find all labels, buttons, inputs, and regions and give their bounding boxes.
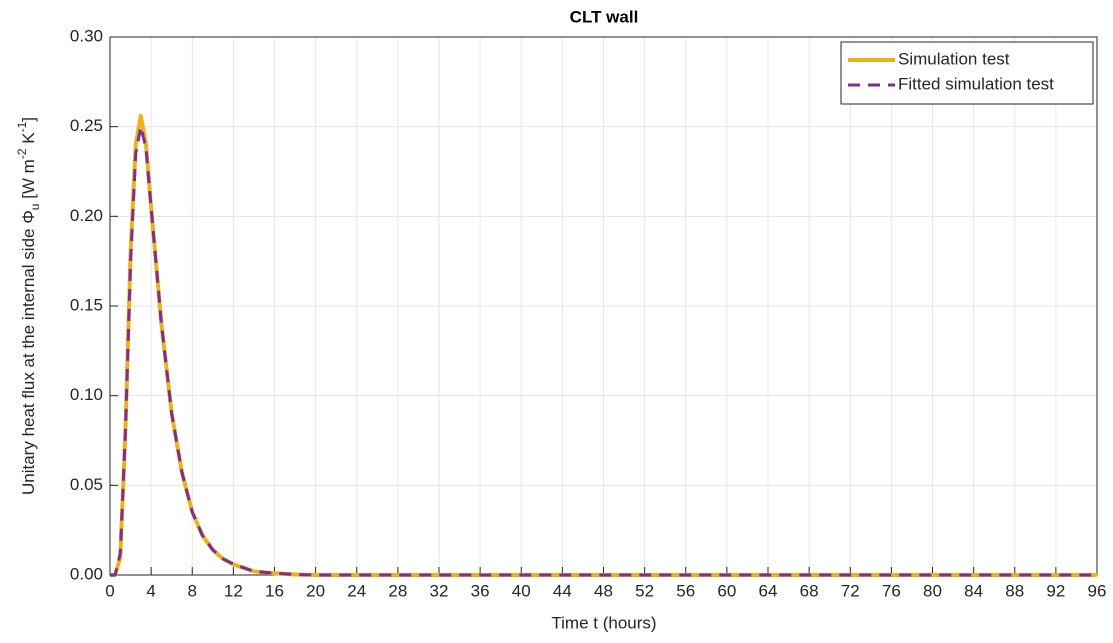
x-tick-label: 32 bbox=[430, 581, 449, 600]
x-axis-label: Time t (hours) bbox=[551, 613, 656, 632]
x-tick-label: 72 bbox=[841, 581, 860, 600]
x-tick-label: 40 bbox=[512, 581, 531, 600]
legend-box bbox=[840, 41, 1094, 105]
y-axis-label: Unitary heat flux at the internal side Φ… bbox=[15, 117, 42, 495]
legend-label: Fitted simulation test bbox=[898, 74, 1054, 93]
legend-label: Simulation test bbox=[898, 49, 1010, 68]
x-tick-label: 60 bbox=[717, 581, 736, 600]
x-tick-label: 36 bbox=[471, 581, 490, 600]
y-axis-label-part: -1 bbox=[15, 121, 29, 132]
y-axis-label-part: Unitary heat flux at the internal side Φ bbox=[19, 210, 38, 495]
y-tick-label: 0.10 bbox=[70, 385, 103, 404]
y-tick-label: 0.30 bbox=[70, 26, 103, 45]
y-tick-label: 0.15 bbox=[70, 295, 103, 314]
x-tick-label: 20 bbox=[306, 581, 325, 600]
x-tick-label: 52 bbox=[635, 581, 654, 600]
x-tick-label: 12 bbox=[224, 581, 243, 600]
x-tick-label: 64 bbox=[759, 581, 778, 600]
y-axis-label-part: ] bbox=[19, 117, 38, 122]
x-tick-label: 88 bbox=[1005, 581, 1024, 600]
x-tick-label: 48 bbox=[594, 581, 613, 600]
x-tick-label: 4 bbox=[146, 581, 155, 600]
x-tick-label: 76 bbox=[882, 581, 901, 600]
series-line bbox=[110, 125, 1097, 577]
y-axis-label-part: [W m bbox=[19, 159, 38, 203]
x-tick-label: 68 bbox=[800, 581, 819, 600]
x-tick-label: 92 bbox=[1046, 581, 1065, 600]
chart-title: CLT wall bbox=[570, 7, 639, 26]
x-tick-label: 24 bbox=[347, 581, 366, 600]
x-tick-label: 0 bbox=[105, 581, 114, 600]
x-tick-label: 8 bbox=[188, 581, 197, 600]
y-tick-label: 0.25 bbox=[70, 116, 103, 135]
x-tick-label: 84 bbox=[964, 581, 983, 600]
y-axis-label-part: K bbox=[19, 132, 38, 149]
x-tick-label: 56 bbox=[676, 581, 695, 600]
y-axis-label-part: -2 bbox=[15, 148, 29, 159]
x-tick-label: 28 bbox=[388, 581, 407, 600]
y-tick-label: 0.00 bbox=[70, 564, 103, 583]
y-tick-label: 0.05 bbox=[70, 475, 103, 494]
x-tick-label: 80 bbox=[923, 581, 942, 600]
x-tick-label: 44 bbox=[553, 581, 572, 600]
y-axis-label-part: u bbox=[28, 204, 42, 211]
x-tick-label: 16 bbox=[265, 581, 284, 600]
y-tick-label: 0.20 bbox=[70, 206, 103, 225]
x-tick-label: 96 bbox=[1088, 581, 1107, 600]
